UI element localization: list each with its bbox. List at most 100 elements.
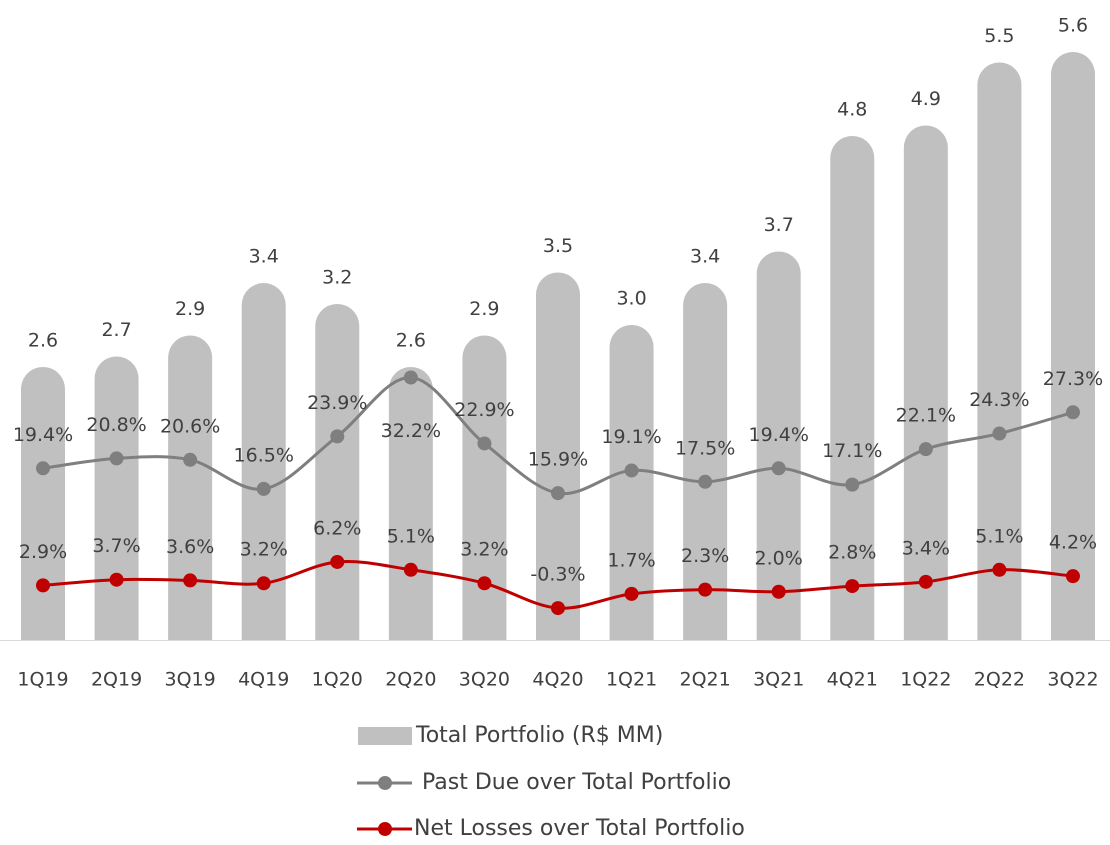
- line-point: [109, 451, 124, 466]
- data-label: 1.7%: [607, 549, 655, 571]
- x-tick-label: 4Q21: [827, 669, 878, 691]
- x-tick-label: 2Q22: [974, 669, 1025, 691]
- line-point: [698, 582, 713, 597]
- data-label: 5.1%: [975, 525, 1023, 547]
- x-tick-label: 4Q20: [532, 669, 583, 691]
- data-label: 4.2%: [1049, 532, 1097, 554]
- bar: [462, 335, 507, 640]
- line-point: [1065, 405, 1080, 420]
- data-label: 22.1%: [896, 405, 956, 427]
- legend-marker: [378, 776, 392, 790]
- x-tick-label: 3Q20: [459, 669, 510, 691]
- data-label: 22.9%: [454, 399, 514, 421]
- data-label: 23.9%: [307, 392, 367, 414]
- line-point: [771, 584, 786, 599]
- line-point: [330, 429, 345, 444]
- line-point: [477, 436, 492, 451]
- x-tick-label: 1Q19: [17, 669, 68, 691]
- line-point: [477, 576, 492, 591]
- data-label: 5.5: [984, 25, 1014, 47]
- bar: [977, 62, 1022, 641]
- data-label: 20.8%: [86, 414, 146, 436]
- bar: [609, 325, 654, 640]
- line-point: [256, 481, 271, 496]
- data-label: 19.4%: [13, 424, 73, 446]
- line-point: [256, 576, 271, 591]
- data-label: 2.6: [396, 330, 426, 352]
- data-label: 20.6%: [160, 415, 220, 437]
- data-label: 5.6: [1058, 15, 1088, 37]
- line-point: [918, 442, 933, 457]
- line-point: [845, 579, 860, 594]
- bar: [315, 304, 360, 640]
- line-point: [624, 463, 639, 478]
- x-tick-label: 1Q22: [900, 669, 951, 691]
- data-label: 6.2%: [313, 517, 361, 539]
- line-point: [403, 562, 418, 577]
- line-point: [550, 601, 565, 616]
- data-label: 4.9: [911, 88, 941, 110]
- bar: [683, 283, 728, 640]
- line: [42, 375, 1074, 496]
- bar: [94, 356, 139, 640]
- line-point: [403, 370, 418, 385]
- data-label: 3.0: [616, 288, 646, 310]
- line-point: [771, 461, 786, 476]
- legend-swatch: [358, 727, 412, 745]
- legend-label: Total Portfolio (R$ MM): [415, 723, 663, 748]
- data-label: 32.2%: [381, 420, 441, 442]
- data-label: 2.7: [101, 319, 131, 341]
- data-label: 19.1%: [601, 426, 661, 448]
- data-label: 3.4%: [902, 537, 950, 559]
- line-point: [624, 586, 639, 601]
- x-tick-label: 3Q22: [1047, 669, 1098, 691]
- data-label: 3.4: [249, 246, 279, 268]
- legend-label: Net Losses over Total Portfolio: [414, 816, 745, 841]
- data-label: 2.6: [28, 330, 58, 352]
- data-label: -0.3%: [530, 564, 585, 586]
- data-label: 3.5: [543, 235, 573, 257]
- line-point: [36, 578, 50, 593]
- x-tick-label: 3Q19: [165, 669, 216, 691]
- line-point: [845, 477, 860, 492]
- data-label: 2.3%: [681, 545, 729, 567]
- x-tick-label: 2Q21: [680, 669, 731, 691]
- data-label: 5.1%: [387, 525, 435, 547]
- x-tick-label: 3Q21: [753, 669, 804, 691]
- data-label: 17.5%: [675, 437, 735, 459]
- data-label: 17.1%: [822, 440, 882, 462]
- data-label: 24.3%: [969, 389, 1029, 411]
- legend-item: Past Due over Total Portfolio: [357, 770, 731, 795]
- bar: [903, 125, 948, 640]
- data-label: 2.9%: [19, 541, 67, 563]
- data-label: 15.9%: [528, 449, 588, 471]
- line-point: [330, 554, 345, 569]
- data-label: 3.7%: [92, 535, 140, 557]
- x-tick-label: 2Q20: [385, 669, 436, 691]
- bar: [1050, 52, 1095, 641]
- line-point: [698, 474, 713, 489]
- bar: [535, 272, 580, 640]
- data-label: 3.6%: [166, 536, 214, 558]
- line-point: [109, 572, 124, 587]
- data-label: 2.0%: [755, 547, 803, 569]
- line-point: [918, 574, 933, 589]
- legend-label: Past Due over Total Portfolio: [422, 770, 731, 795]
- line-point: [992, 426, 1007, 441]
- data-label: 3.7: [764, 214, 794, 236]
- line-point: [1065, 569, 1080, 584]
- x-tick-label: 1Q20: [312, 669, 363, 691]
- data-label: 2.8%: [828, 542, 876, 564]
- line-point: [550, 486, 565, 501]
- x-tick-label: 2Q19: [91, 669, 142, 691]
- bar: [21, 367, 65, 640]
- data-label: 2.9: [175, 298, 205, 320]
- line-point: [183, 452, 198, 467]
- bar: [830, 136, 875, 640]
- line-point: [183, 573, 198, 588]
- bar: [241, 283, 286, 640]
- bar: [756, 251, 801, 641]
- data-label: 2.9: [469, 298, 499, 320]
